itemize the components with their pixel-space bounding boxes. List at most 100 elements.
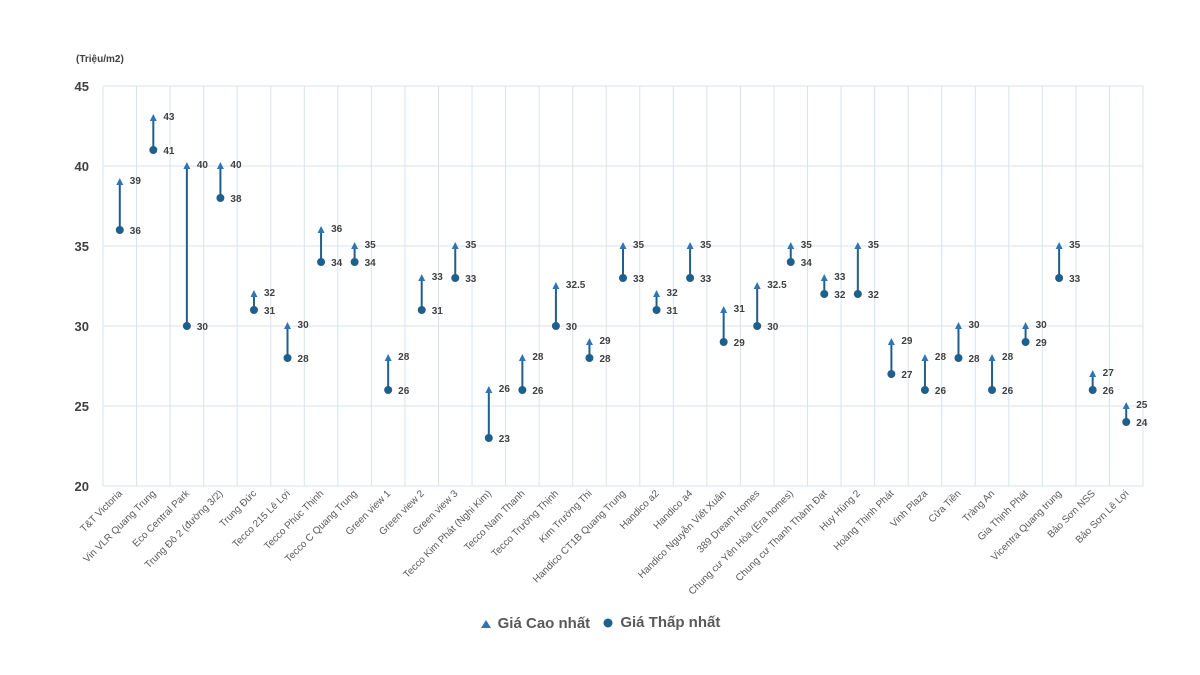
low-marker bbox=[182, 322, 191, 330]
low-marker bbox=[988, 386, 997, 394]
high-value-label: 35 bbox=[633, 240, 645, 251]
y-tick-label: 35 bbox=[75, 239, 89, 254]
low-marker bbox=[1021, 338, 1030, 346]
low-value-label: 33 bbox=[465, 274, 477, 285]
low-marker bbox=[551, 322, 560, 330]
high-marker bbox=[921, 354, 929, 361]
high-value-label: 32.5 bbox=[767, 280, 787, 291]
low-value-label: 28 bbox=[599, 354, 611, 365]
low-value-label: 30 bbox=[197, 322, 209, 333]
low-value-label: 33 bbox=[700, 274, 712, 285]
low-value-label: 33 bbox=[633, 274, 645, 285]
low-value-label: 32 bbox=[834, 290, 846, 301]
high-marker bbox=[1089, 370, 1097, 377]
low-value-label: 30 bbox=[566, 322, 578, 333]
x-category-label: Cửa Tiền bbox=[926, 488, 964, 526]
high-marker bbox=[351, 242, 359, 249]
high-value-label: 33 bbox=[432, 272, 444, 283]
high-marker bbox=[518, 354, 526, 361]
low-marker bbox=[149, 146, 158, 154]
low-marker bbox=[451, 274, 460, 282]
high-marker bbox=[116, 178, 124, 185]
triangle-icon bbox=[480, 619, 491, 628]
low-marker bbox=[283, 354, 292, 362]
y-axis-unit-label: (Triệu/m2) bbox=[76, 54, 124, 65]
low-value-label: 26 bbox=[532, 386, 544, 397]
high-value-label: 32.5 bbox=[566, 280, 586, 291]
low-marker bbox=[350, 258, 359, 266]
high-marker bbox=[988, 354, 996, 361]
low-value-label: 26 bbox=[1002, 386, 1014, 397]
high-value-label: 35 bbox=[365, 240, 377, 251]
high-value-label: 40 bbox=[197, 160, 209, 171]
high-marker bbox=[250, 290, 258, 297]
high-value-label: 25 bbox=[1136, 400, 1148, 411]
low-marker bbox=[384, 386, 393, 394]
low-value-label: 34 bbox=[801, 258, 813, 269]
low-marker bbox=[115, 226, 124, 234]
legend-item-high: Giá Cao nhất bbox=[480, 615, 590, 632]
low-value-label: 26 bbox=[1103, 386, 1115, 397]
high-value-label: 29 bbox=[599, 336, 611, 347]
low-value-label: 30 bbox=[767, 322, 779, 333]
high-value-label: 31 bbox=[734, 304, 746, 315]
high-value-label: 35 bbox=[868, 240, 880, 251]
low-marker bbox=[518, 386, 527, 394]
low-value-label: 23 bbox=[499, 434, 511, 445]
low-value-label: 36 bbox=[130, 226, 142, 237]
low-value-label: 29 bbox=[1036, 338, 1048, 349]
low-marker bbox=[786, 258, 795, 266]
high-value-label: 35 bbox=[801, 240, 813, 251]
high-marker bbox=[149, 114, 157, 121]
low-marker bbox=[920, 386, 929, 394]
low-value-label: 34 bbox=[331, 258, 343, 269]
high-marker bbox=[183, 162, 191, 169]
high-value-label: 40 bbox=[230, 160, 242, 171]
high-value-label: 36 bbox=[331, 224, 343, 235]
y-axis-ticks: 20 25 30 35 40 45 bbox=[75, 79, 89, 494]
low-marker bbox=[753, 322, 762, 330]
low-value-label: 41 bbox=[163, 146, 175, 157]
high-value-label: 39 bbox=[130, 176, 142, 187]
high-marker bbox=[1055, 242, 1063, 249]
high-value-label: 35 bbox=[465, 240, 477, 251]
high-value-label: 28 bbox=[1002, 352, 1014, 363]
y-tick-label: 25 bbox=[75, 399, 89, 414]
high-marker bbox=[954, 322, 962, 329]
low-value-label: 24 bbox=[1136, 418, 1148, 429]
low-value-label: 38 bbox=[230, 194, 242, 205]
low-marker bbox=[484, 434, 493, 442]
high-value-label: 30 bbox=[968, 320, 980, 331]
low-marker bbox=[417, 306, 426, 314]
high-marker bbox=[887, 338, 895, 345]
high-marker bbox=[1022, 322, 1030, 329]
x-category-label: Tecco Phúc Thịnh bbox=[262, 488, 326, 552]
low-value-label: 26 bbox=[398, 386, 410, 397]
x-category-label: Vinh Plaza bbox=[889, 488, 931, 530]
low-marker bbox=[585, 354, 594, 362]
high-marker bbox=[820, 274, 828, 281]
high-value-label: 30 bbox=[1036, 320, 1048, 331]
y-tick-label: 40 bbox=[75, 159, 89, 174]
x-category-label: Tecco 215 Lê Lợi bbox=[231, 488, 293, 550]
low-value-label: 26 bbox=[935, 386, 947, 397]
low-value-label: 28 bbox=[298, 354, 310, 365]
high-value-label: 28 bbox=[398, 352, 410, 363]
high-value-label: 43 bbox=[163, 112, 175, 123]
high-marker bbox=[787, 242, 795, 249]
low-marker bbox=[249, 306, 258, 314]
low-marker bbox=[686, 274, 695, 282]
gridlines bbox=[102, 85, 1144, 487]
circle-icon bbox=[603, 618, 613, 627]
high-marker bbox=[216, 162, 224, 169]
low-marker bbox=[719, 338, 728, 346]
high-marker bbox=[1122, 402, 1130, 409]
low-marker bbox=[1122, 418, 1131, 426]
low-marker bbox=[1055, 274, 1064, 282]
high-value-label: 32 bbox=[667, 288, 679, 299]
low-marker bbox=[317, 258, 326, 266]
data-marks: 39 36 43 41 40 30 40 38 32 31 30 28 36 34 35 34 28 26 33 31… bbox=[115, 112, 1148, 445]
low-value-label: 27 bbox=[901, 370, 913, 381]
low-marker bbox=[216, 194, 225, 202]
